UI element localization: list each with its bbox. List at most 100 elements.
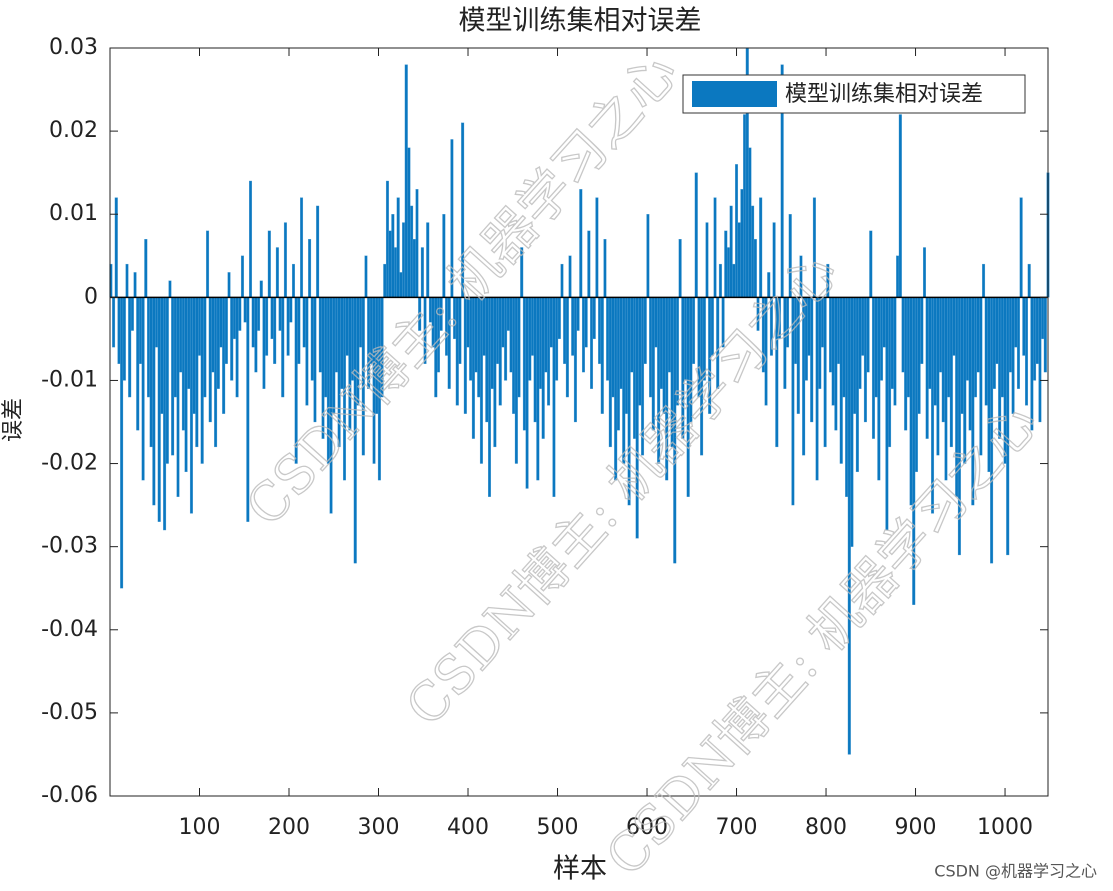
bar xyxy=(968,297,972,431)
bar xyxy=(163,297,167,531)
bar xyxy=(888,297,892,448)
bar xyxy=(136,297,140,431)
bar xyxy=(278,297,282,331)
bar xyxy=(149,297,153,448)
bar xyxy=(724,230,728,298)
bar xyxy=(144,239,148,298)
bar xyxy=(906,297,910,398)
bar xyxy=(270,297,274,340)
bar xyxy=(845,297,849,497)
bar xyxy=(847,297,851,755)
x-tick-label: 800 xyxy=(805,815,847,840)
bar xyxy=(751,205,755,298)
bar xyxy=(939,297,943,373)
bar xyxy=(726,247,730,298)
bar xyxy=(729,205,733,298)
bar xyxy=(667,297,671,373)
bar xyxy=(555,297,559,381)
bar xyxy=(920,297,924,364)
bar xyxy=(141,297,145,481)
bar xyxy=(1030,297,1034,431)
bar xyxy=(549,297,553,348)
bar xyxy=(678,239,682,298)
bar xyxy=(289,297,293,323)
bar xyxy=(606,297,610,381)
bar xyxy=(837,297,841,364)
bar xyxy=(944,297,948,481)
bar xyxy=(1008,297,1012,373)
bar xyxy=(855,297,859,473)
bar xyxy=(598,297,602,364)
bar xyxy=(240,255,244,298)
bar xyxy=(624,297,628,414)
bar xyxy=(208,297,212,423)
y-tick-label: 0.02 xyxy=(49,118,98,143)
bar xyxy=(705,222,709,298)
bar xyxy=(684,297,688,381)
bar xyxy=(718,263,722,298)
bar xyxy=(861,297,865,356)
bar xyxy=(753,239,757,298)
bar xyxy=(928,297,932,389)
bar xyxy=(815,297,819,481)
bar xyxy=(404,64,408,298)
bar xyxy=(947,297,951,398)
bar xyxy=(595,197,599,298)
bar xyxy=(160,297,164,414)
bar xyxy=(922,247,926,298)
bar xyxy=(275,247,279,298)
bar xyxy=(1022,297,1026,356)
bar xyxy=(1000,297,1004,398)
x-tick-label: 500 xyxy=(537,815,579,840)
bar xyxy=(122,297,126,381)
bar xyxy=(267,230,271,298)
bar xyxy=(560,263,564,298)
bar xyxy=(530,297,534,356)
bar xyxy=(587,230,591,298)
bar xyxy=(735,164,739,298)
bar xyxy=(146,297,150,398)
bar xyxy=(748,147,752,298)
bar xyxy=(659,297,663,389)
bar xyxy=(488,297,491,497)
bar xyxy=(565,297,569,398)
bar xyxy=(743,114,747,298)
bar xyxy=(544,297,548,373)
bar xyxy=(485,297,489,423)
bar xyxy=(909,297,913,506)
bar xyxy=(692,297,696,364)
y-tick-label: 0.03 xyxy=(49,35,98,60)
bar xyxy=(334,297,338,373)
plot-frame xyxy=(109,47,1049,797)
y-tick-label: 0.01 xyxy=(49,201,98,226)
bar xyxy=(1014,297,1018,348)
x-tick-label: 1000 xyxy=(977,815,1033,840)
bar xyxy=(936,297,940,456)
bar xyxy=(297,297,301,364)
bar xyxy=(157,297,161,522)
bar xyxy=(914,297,918,473)
bar xyxy=(273,297,277,364)
bar xyxy=(206,230,210,298)
bar xyxy=(512,297,516,414)
bar xyxy=(925,297,929,439)
bar xyxy=(128,297,132,398)
y-tick-label: 0 xyxy=(84,284,98,309)
bar xyxy=(616,297,620,431)
bar xyxy=(1027,263,1031,298)
bar xyxy=(1025,297,1029,406)
bar xyxy=(568,255,572,298)
bar xyxy=(863,297,867,423)
bar xyxy=(960,297,964,414)
bar xyxy=(479,297,483,464)
bar xyxy=(254,297,258,373)
bar xyxy=(933,297,937,406)
bar xyxy=(1035,297,1039,364)
bar xyxy=(168,280,172,298)
bar xyxy=(249,180,253,298)
x-tick-label: 900 xyxy=(895,815,937,840)
bar xyxy=(885,297,889,531)
bar xyxy=(490,297,494,389)
bar xyxy=(173,297,177,398)
bar xyxy=(211,297,215,373)
